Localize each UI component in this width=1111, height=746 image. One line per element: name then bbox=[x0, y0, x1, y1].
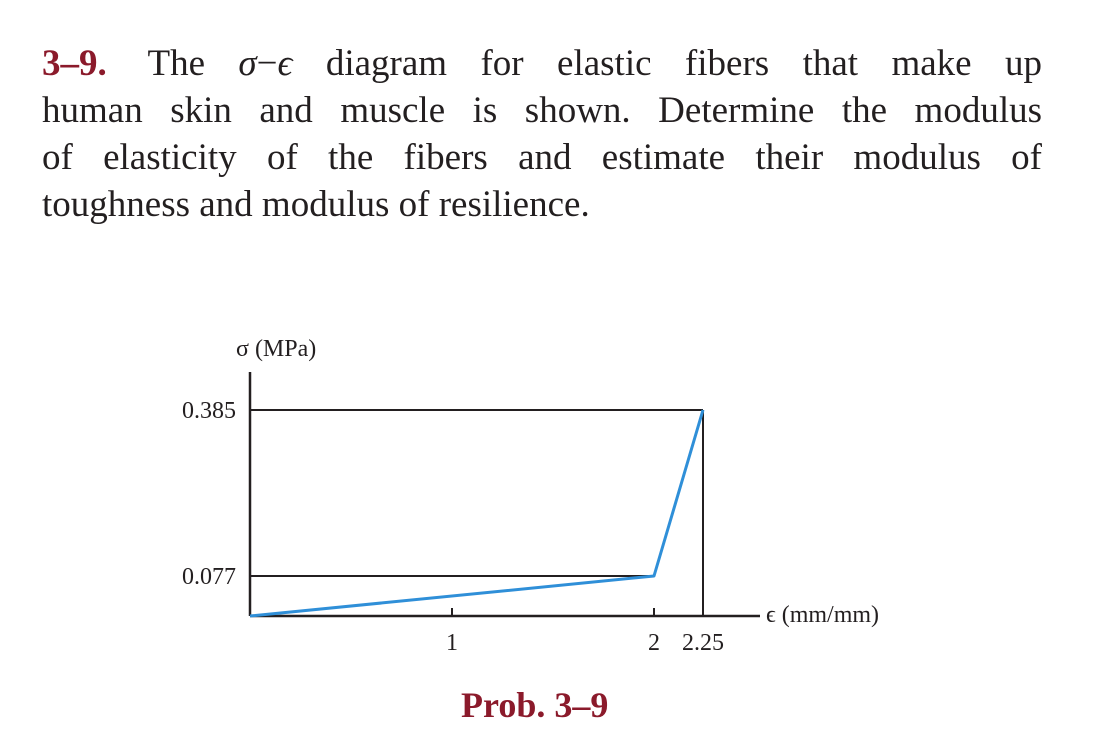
stress-strain-line bbox=[249, 409, 705, 618]
problem-line-1: 3–9. The σ−ϵ diagram for elastic fibers … bbox=[42, 43, 1042, 84]
chart-series bbox=[249, 409, 705, 618]
x-tick-label: 2.25 bbox=[682, 630, 724, 656]
x-tick-label: 2 bbox=[648, 630, 660, 656]
chart-axes bbox=[248, 372, 760, 618]
problem-line-3: of elasticity of the fibers and estimate… bbox=[42, 137, 1042, 178]
chart-labels: 0.385 0.077 1 2 2.25 σ (MPa) ϵ (mm/mm) bbox=[182, 336, 879, 656]
y-tick-label: 0.385 bbox=[182, 398, 236, 424]
x-axis-title: ϵ (mm/mm) bbox=[766, 602, 879, 628]
problem-line-4: toughness and modulus of resilience. bbox=[42, 184, 590, 225]
problem-number: 3–9. bbox=[42, 43, 107, 84]
y-axis-title: σ (MPa) bbox=[236, 336, 316, 362]
x-tick-label: 1 bbox=[446, 630, 458, 656]
sigma-symbol: σ bbox=[238, 43, 257, 84]
figure-caption: Prob. 3–9 bbox=[461, 685, 609, 725]
problem-line-2: human skin and muscle is shown. Determin… bbox=[42, 90, 1042, 131]
chart-guide-lines bbox=[260, 409, 704, 616]
problem-statement: 3–9. The σ−ϵ diagram for elastic fibers … bbox=[42, 40, 1042, 228]
epsilon-symbol: ϵ bbox=[277, 43, 293, 84]
y-tick-label: 0.077 bbox=[182, 564, 236, 590]
